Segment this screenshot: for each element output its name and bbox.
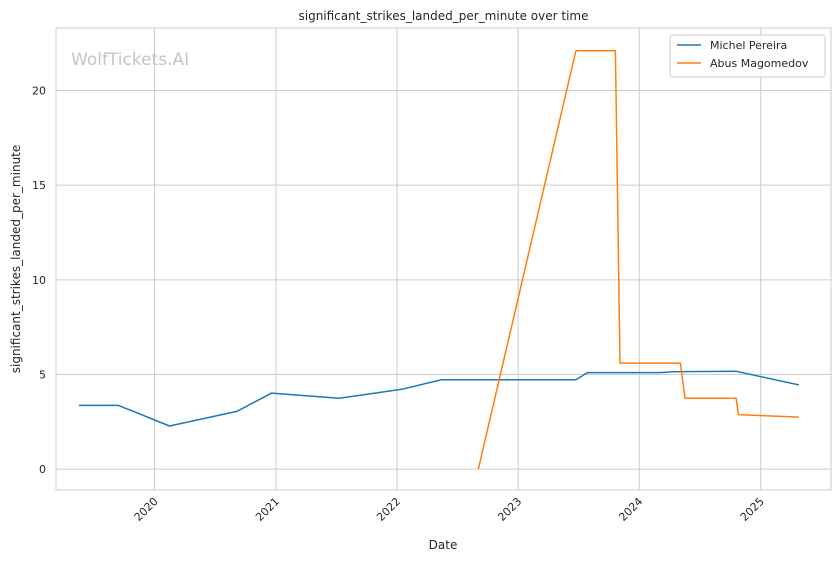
plot-frame [55, 27, 832, 491]
plot-background [56, 28, 831, 490]
x-axis-title: Date [429, 538, 458, 552]
x-tick-label: 2025 [738, 495, 767, 524]
x-tick-label: 2024 [616, 495, 645, 524]
y-tick-label: 10 [32, 274, 46, 287]
chart-title: significant_strikes_landed_per_minute ov… [298, 9, 588, 23]
legend-box [669, 34, 826, 78]
watermark: WolfTickets.AI [71, 50, 189, 70]
series-layer [78, 49, 799, 470]
y-tick-label: 15 [32, 179, 46, 192]
legend-label-abus-magomedov: Abus Magomedov [710, 57, 809, 70]
x-tick-label: 2021 [253, 495, 282, 524]
grid [56, 28, 831, 490]
y-tick-label: 5 [39, 369, 46, 382]
y-tick-labels: 0 5 10 15 20 [32, 84, 46, 476]
y-axis-title: significant_strikes_landed_per_minute [9, 145, 23, 374]
y-tick-label: 20 [32, 84, 46, 97]
x-tick-label: 2020 [132, 495, 161, 524]
series-line-abus-magomedov [477, 49, 799, 470]
y-tick-label: 0 [39, 463, 46, 476]
legend: Michel Pereira Abus Magomedov [669, 34, 826, 78]
x-tick-label: 2023 [495, 495, 524, 524]
series-line-michel-pereira [78, 370, 799, 427]
x-tick-label: 2022 [374, 495, 403, 524]
legend-label-michel-pereira: Michel Pereira [710, 39, 787, 52]
x-tick-labels: 2020 2021 2022 2023 2024 2025 [132, 495, 767, 524]
